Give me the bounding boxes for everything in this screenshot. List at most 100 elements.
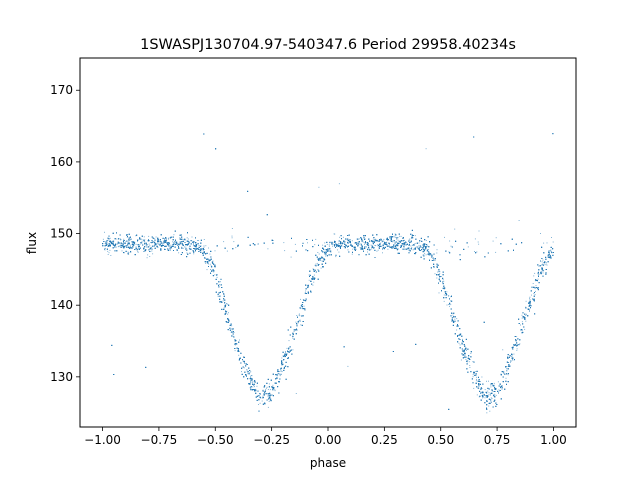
data-point [283,242,285,244]
data-point [122,241,124,243]
data-point [482,396,484,398]
data-point [456,329,458,331]
data-point [410,245,412,247]
data-point [252,380,254,382]
data-point [359,247,361,249]
data-point [179,237,181,239]
data-point [506,366,508,367]
data-point [506,369,508,371]
data-point [259,402,261,404]
data-point [255,390,257,392]
data-point [186,252,188,254]
data-point [551,237,552,238]
data-point [377,240,379,242]
data-point [521,321,523,323]
data-point [222,300,224,302]
data-point [252,382,254,384]
data-point [213,271,215,273]
data-point [407,248,408,250]
data-point [424,243,426,245]
data-point [185,246,187,248]
data-point [443,300,445,302]
data-point [226,303,227,304]
data-point [209,263,211,265]
data-point [180,243,182,245]
data-point [259,397,261,399]
data-point [403,246,405,248]
data-point [478,230,480,232]
data-point [434,273,436,275]
data-point [143,239,144,241]
data-point [372,238,374,240]
data-point [489,393,491,395]
data-point [394,237,396,238]
data-point [123,238,125,240]
data-point [516,348,518,350]
data-point [216,274,217,276]
data-point [163,241,164,243]
data-point [137,251,139,253]
data-point [191,236,193,238]
data-point [459,344,461,346]
data-point [490,397,492,399]
data-point [515,343,517,345]
data-point [333,233,335,235]
data-point [449,305,450,307]
data-point [372,248,374,250]
data-point [367,251,368,253]
data-point [434,259,436,261]
data-point [234,350,236,352]
data-point [149,245,151,247]
data-point [467,246,469,248]
data-point [200,245,202,247]
data-point [331,243,333,245]
data-point [210,265,212,267]
data-point [238,354,240,356]
data-point [124,241,126,243]
data-point [511,354,513,356]
data-point [112,241,113,243]
data-point [334,233,336,235]
data-point [235,247,237,249]
data-point [226,250,228,252]
data-point [418,242,420,244]
data-point [493,382,495,384]
data-point [152,241,154,243]
data-point [351,240,353,242]
data-point [357,241,359,243]
data-point [337,243,339,245]
data-point [422,246,424,248]
data-point [279,375,281,377]
data-point [183,246,185,248]
data-point [491,397,493,399]
data-point [446,291,448,293]
data-point [129,244,131,246]
data-point [376,250,378,252]
data-point [542,272,544,274]
data-point [415,242,417,244]
data-point [494,389,496,390]
data-point [284,250,286,252]
data-point [481,388,483,389]
data-point [335,256,337,258]
data-point [192,240,194,242]
data-point [148,243,150,245]
data-point [377,245,379,247]
data-point [117,246,119,248]
data-point [246,369,248,371]
data-point [156,245,158,247]
data-point [268,383,270,385]
data-point [502,349,504,351]
data-point [160,242,162,244]
data-point [478,383,480,385]
data-point [472,361,474,363]
data-point [495,237,497,239]
data-point [249,372,251,374]
data-point [308,279,310,281]
data-point [534,272,536,274]
data-point [394,241,396,243]
data-point [163,243,165,245]
data-point [206,269,208,271]
data-point [358,238,360,240]
data-point [400,235,402,237]
